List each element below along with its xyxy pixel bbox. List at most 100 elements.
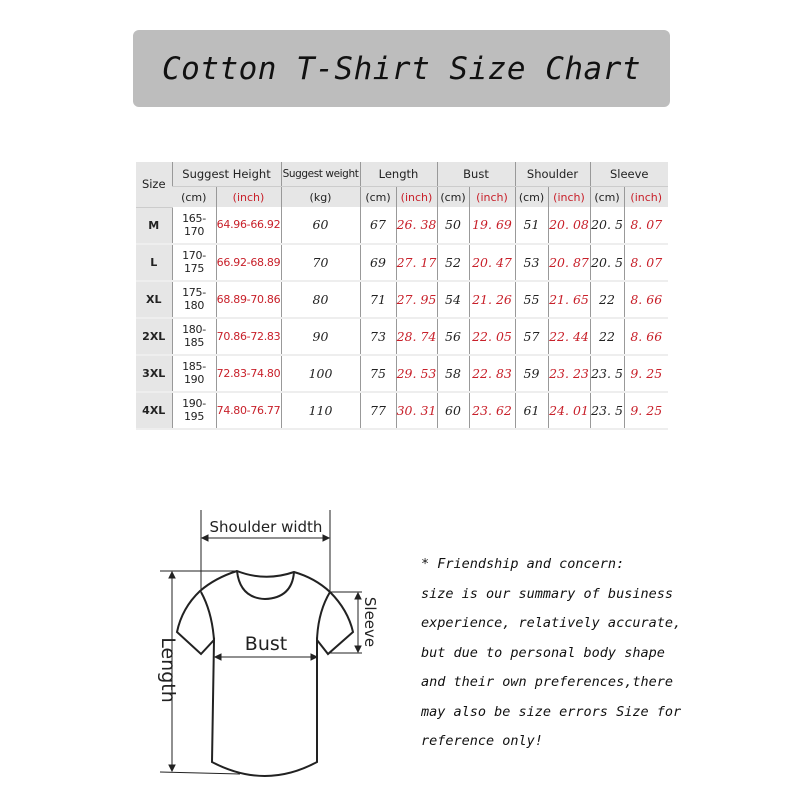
cell-kg: 100 <box>280 354 360 393</box>
cell-sl-in: 8. 07 <box>623 207 668 245</box>
cell-sh-in: 20. 87 <box>547 243 590 282</box>
cell-len-in: 27. 17 <box>395 243 437 282</box>
unit-cm: (cm) <box>436 186 469 207</box>
cell-sl-cm: 20. 5 <box>589 207 624 245</box>
unit-cm: (cm) <box>589 186 624 207</box>
cell-sh-cm: 59 <box>514 354 548 393</box>
size-table: Size Suggest Height Suggest weight Lengt… <box>136 162 668 430</box>
cell-sl-cm: 20. 5 <box>589 243 624 282</box>
table-row: 3XL 185-190 72.83-74.80 100 75 29. 53 58 22. 83… <box>136 354 668 393</box>
cell-bust-cm: 52 <box>436 243 469 282</box>
cell-h-cm: 180-185 <box>171 317 216 356</box>
unit-cm: (cm) <box>172 186 216 207</box>
cell-len-cm: 73 <box>359 317 396 356</box>
cell-len-in: 26. 38 <box>395 207 437 245</box>
note-line: experience, relatively accurate, <box>421 615 682 631</box>
cell-len-cm: 71 <box>359 280 396 319</box>
label-shoulder-width: Shoulder width <box>210 518 323 536</box>
cell-size: 2XL <box>136 317 172 356</box>
unit-inch: (inch) <box>623 186 668 207</box>
label-bust: Bust <box>245 633 287 655</box>
cell-kg: 90 <box>280 317 360 356</box>
cell-size: 3XL <box>136 354 172 393</box>
note-line: * Friendship and concern: <box>421 556 625 572</box>
cell-len-in: 29. 53 <box>395 354 437 393</box>
header-length: Length <box>359 162 437 187</box>
header-bust: Bust <box>436 162 515 187</box>
unit-cm: (cm) <box>359 186 396 207</box>
cell-sl-cm: 22 <box>589 280 624 319</box>
note-line: reference only! <box>421 733 543 749</box>
cell-bust-cm: 56 <box>436 317 469 356</box>
cell-sh-in: 21. 65 <box>547 280 590 319</box>
cell-bust-in: 19. 69 <box>468 207 515 245</box>
cell-h-in: 74.80-76.77 <box>215 391 281 430</box>
cell-h-cm: 175-180 <box>171 280 216 319</box>
cell-sl-cm: 23. 5 <box>589 391 624 430</box>
cell-sh-in: 22. 44 <box>547 317 590 356</box>
tshirt-outline <box>175 569 355 777</box>
cell-len-cm: 69 <box>359 243 396 282</box>
header-shoulder: Shoulder <box>514 162 590 187</box>
unit-inch: (inch) <box>395 186 437 207</box>
cell-kg: 70 <box>280 243 360 282</box>
cell-sh-cm: 51 <box>514 207 548 245</box>
note-line: may also be size errors Size for <box>421 703 682 720</box>
cell-bust-in: 22. 83 <box>468 354 515 393</box>
measure-lines <box>159 510 362 775</box>
cell-size: M <box>136 207 172 245</box>
cell-sl-in: 8. 66 <box>623 317 668 356</box>
cell-sh-in: 24. 01 <box>547 391 590 430</box>
cell-sh-in: 23. 23 <box>547 354 590 393</box>
title-banner: Cotton T-Shirt Size Chart <box>133 30 670 107</box>
cell-sl-in: 9. 25 <box>623 354 668 393</box>
cell-sh-cm: 61 <box>514 391 548 430</box>
table-row: 4XL 190-195 74.80-76.77 110 77 30. 31 60 23. 62… <box>136 391 668 430</box>
cell-h-cm: 165-170 <box>171 207 216 245</box>
cell-h-cm: 190-195 <box>171 391 216 430</box>
cell-sh-cm: 53 <box>514 243 548 282</box>
cell-sh-cm: 55 <box>514 280 548 319</box>
label-length: Length <box>157 637 179 703</box>
table-row: XL 175-180 68.89-70.86 80 71 27. 95 54 21. 26 55… <box>136 280 668 319</box>
cell-h-cm: 170-175 <box>171 243 216 282</box>
cell-sl-in: 8. 66 <box>623 280 668 319</box>
cell-size: 4XL <box>136 391 172 430</box>
table-row: M 165-170 64.96-66.92 60 67 26. 38 50 19. 69 51 2… <box>136 207 668 245</box>
cell-h-in: 68.89-70.86 <box>215 280 281 319</box>
table-row: L 170-175 66.92-68.89 70 69 27. 17 52 20. 47 53 2… <box>136 243 668 282</box>
cell-kg: 110 <box>280 391 360 430</box>
cell-sh-in: 20. 08 <box>547 207 590 245</box>
cell-h-in: 66.92-68.89 <box>215 243 281 282</box>
cell-len-in: 28. 74 <box>395 317 437 356</box>
cell-sl-in: 9. 25 <box>623 391 668 430</box>
cell-sl-cm: 23. 5 <box>589 354 624 393</box>
cell-len-in: 30. 31 <box>395 391 437 430</box>
header-height: Suggest Height <box>171 162 281 187</box>
cell-bust-in: 23. 62 <box>468 391 515 430</box>
header-sleeve: Sleeve <box>589 162 668 187</box>
unit-cm: (cm) <box>514 186 548 207</box>
cell-len-in: 27. 95 <box>395 280 437 319</box>
note-line: size is our summary of business <box>421 585 673 602</box>
cell-sl-cm: 22 <box>589 317 624 356</box>
unit-inch: (inch) <box>468 186 515 207</box>
page-title: Cotton T-Shirt Size Chart <box>161 50 642 87</box>
size-note: * Friendship and concern: size is our su… <box>421 550 681 757</box>
cell-sl-in: 8. 07 <box>623 243 668 282</box>
cell-bust-in: 21. 26 <box>468 280 515 319</box>
cell-len-cm: 77 <box>359 391 396 430</box>
cell-size: L <box>136 243 172 282</box>
cell-len-cm: 75 <box>359 354 396 393</box>
cell-bust-cm: 60 <box>436 391 469 430</box>
unit-inch: (inch) <box>215 186 281 207</box>
note-line: but due to personal body shape <box>421 644 665 661</box>
cell-kg: 80 <box>280 280 360 319</box>
cell-h-in: 70.86-72.83 <box>215 317 281 356</box>
cell-h-in: 64.96-66.92 <box>215 207 281 245</box>
cell-bust-cm: 50 <box>436 207 469 245</box>
cell-bust-in: 20. 47 <box>468 243 515 282</box>
cell-len-cm: 67 <box>359 207 396 245</box>
header-weight: Suggest weight <box>280 162 360 187</box>
